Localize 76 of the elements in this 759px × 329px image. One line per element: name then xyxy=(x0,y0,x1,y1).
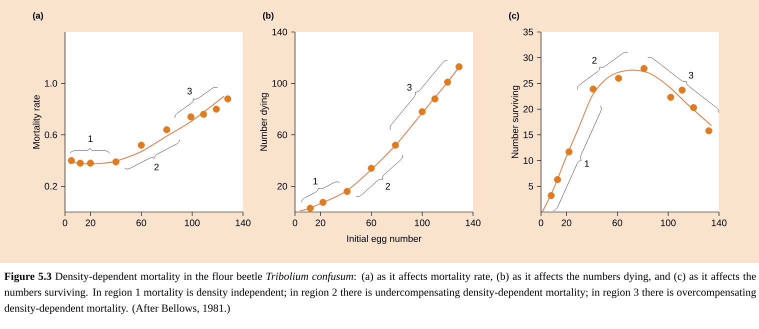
y-tick-label: 60 xyxy=(277,132,288,138)
x-axis-title: Initial egg number xyxy=(347,235,422,244)
point xyxy=(306,204,314,212)
y-tick-label: 30 xyxy=(523,54,534,62)
x-tick-label: 20 xyxy=(316,220,326,226)
annotation: 1 xyxy=(88,135,93,142)
point xyxy=(200,110,208,118)
line-series xyxy=(542,70,712,212)
point xyxy=(138,142,145,149)
x-tick-label: 60 xyxy=(366,220,376,226)
y-axis-title: Mortality rate xyxy=(32,95,42,149)
annotation: 1 xyxy=(584,160,589,167)
point xyxy=(615,74,622,82)
y-tick-label: 10 xyxy=(524,157,534,164)
y-tick-label: 20 xyxy=(277,182,288,190)
x-tick-label: 20 xyxy=(562,220,572,226)
annotation: 3 xyxy=(688,72,694,79)
x-tick-label: 140 xyxy=(236,220,251,226)
y-axis-title: Number dying xyxy=(260,93,269,151)
point xyxy=(86,160,94,167)
y-tick-label: 0.6 xyxy=(44,132,58,138)
y-tick-label: 20 xyxy=(523,106,534,112)
point xyxy=(68,157,75,164)
x-tick-label: 20 xyxy=(86,220,96,226)
annotation: 3 xyxy=(187,88,192,94)
point xyxy=(163,126,170,134)
point xyxy=(456,63,463,70)
y-axis-title: Number surviving xyxy=(511,86,520,158)
point xyxy=(667,94,674,101)
point xyxy=(392,142,399,149)
y-tick-label: 0.2 xyxy=(44,182,58,190)
point xyxy=(444,78,452,86)
chart-title: (c) xyxy=(508,12,520,20)
x-tick-label: 60 xyxy=(612,220,622,226)
annotation: 2 xyxy=(154,164,159,170)
y-tick-label: 140 xyxy=(272,28,288,36)
x-tick-label: 0 xyxy=(538,220,544,226)
y-tick-label: 100 xyxy=(272,80,288,87)
chart-title: (b) xyxy=(262,12,274,20)
point xyxy=(224,95,232,102)
x-tick-label: 140 xyxy=(466,220,481,226)
x-tick-label: 100 xyxy=(660,220,676,226)
x-tick-label: 140 xyxy=(712,220,727,226)
x-tick-label: 100 xyxy=(184,220,200,226)
point xyxy=(690,104,698,112)
x-tick-label: 0 xyxy=(292,220,298,226)
annotation: 2 xyxy=(592,56,597,64)
y-tick-label: 1.0 xyxy=(45,80,58,87)
y-tick-label: 35 xyxy=(523,28,534,36)
point xyxy=(640,65,648,72)
point xyxy=(418,108,426,116)
point xyxy=(344,188,351,195)
annotation: 1 xyxy=(313,178,318,184)
point xyxy=(548,192,555,200)
x-tick-label: 100 xyxy=(414,220,430,226)
point xyxy=(554,176,562,184)
text: Figure 5.3 Density-dependent mortality in the flour beetle Tribolium confusum: (a) as it affects mortality rate, (b) as it affects the numbers dying, and (c) as it affects the numbers surviving. In region 1 mortality is density independent; in region 2 there is undercompensating density-dependent mortality; in region 3 there is overcompensating density-dependent mortality. (After Bellows, 1981.) xyxy=(4,272,756,314)
point xyxy=(187,113,194,120)
x-tick-label: 60 xyxy=(136,220,146,226)
annotation: 2 xyxy=(386,182,390,190)
point xyxy=(368,164,375,172)
y-tick-label: 15 xyxy=(524,132,534,138)
point xyxy=(431,95,438,102)
x-tick-label: 0 xyxy=(62,220,68,226)
y-tick-label: 5 xyxy=(528,182,534,190)
point xyxy=(678,86,686,94)
point xyxy=(590,86,597,93)
point xyxy=(212,106,220,113)
point xyxy=(319,198,326,206)
annotation: 3 xyxy=(407,84,412,91)
y-tick-label: 25 xyxy=(523,80,534,87)
point xyxy=(112,158,120,166)
point xyxy=(76,160,84,167)
chart-title: (a) xyxy=(32,12,44,20)
point xyxy=(565,148,572,156)
point xyxy=(705,127,712,134)
